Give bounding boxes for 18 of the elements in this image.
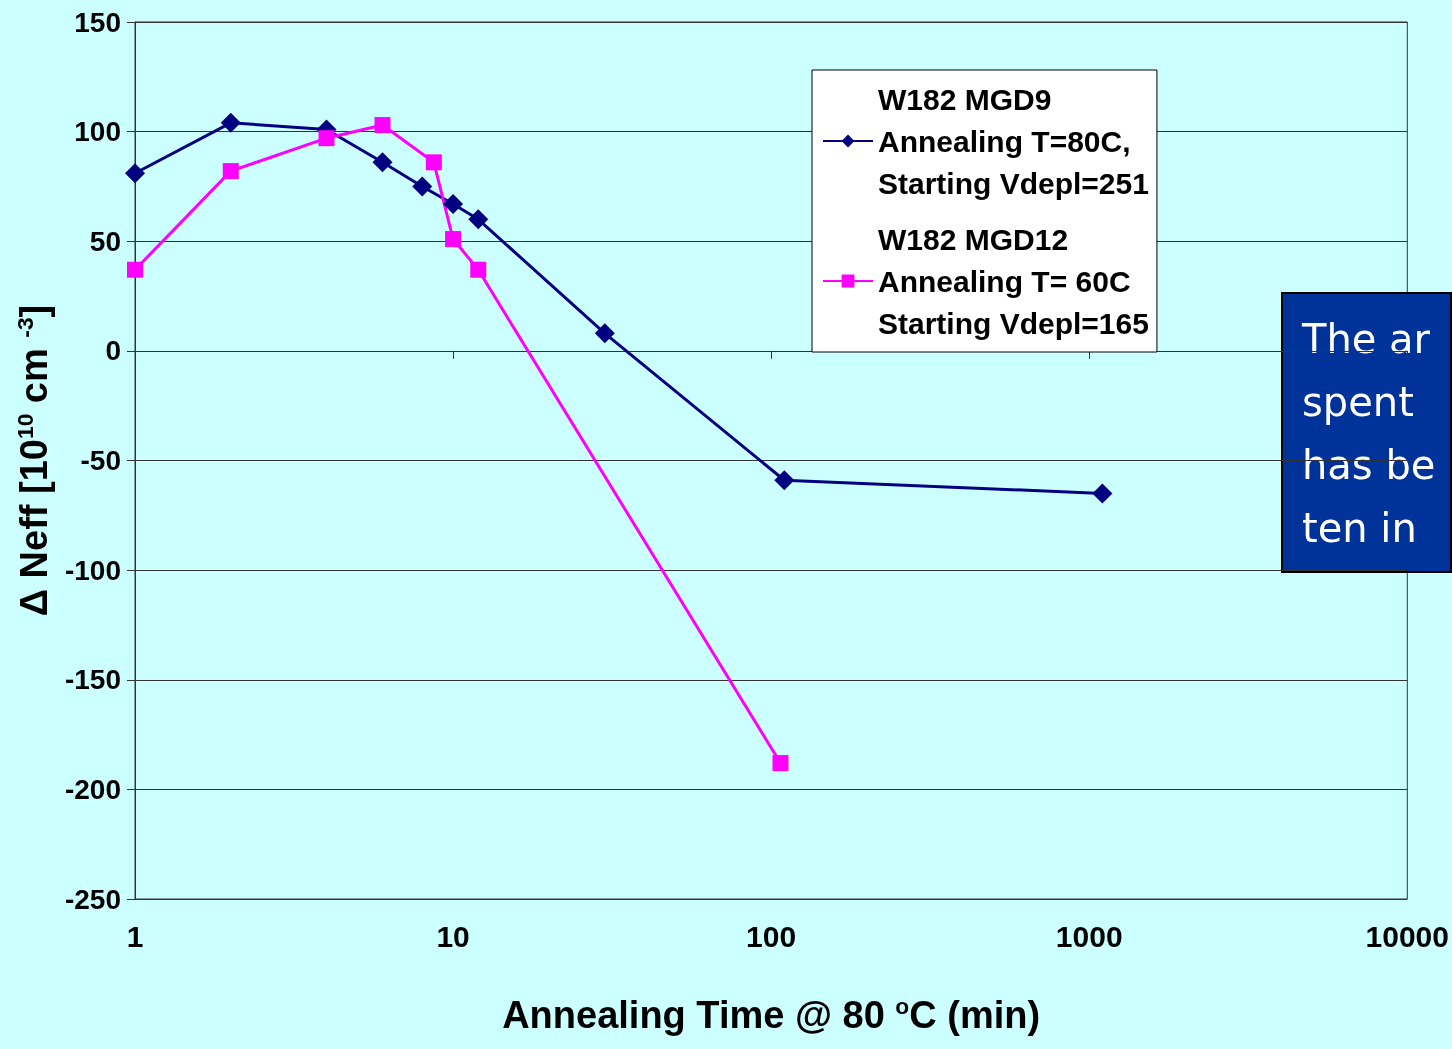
x-tick-label: 1	[126, 919, 144, 953]
y-tick-label: -250	[64, 883, 121, 915]
y-tick-label: -200	[64, 773, 121, 805]
y-tick-label: -150	[64, 664, 121, 696]
x-tick-label: 1000	[1055, 919, 1123, 953]
x-tick-label: 100	[746, 919, 797, 953]
y-tick-label: 150	[74, 6, 121, 38]
y-tick-label: -50	[80, 445, 121, 476]
annotation: The ar spent has be ten in	[1301, 315, 1436, 551]
x-tick-label: 10	[436, 919, 470, 953]
x-tick-label: 10000	[1365, 919, 1450, 953]
y-tick-label: 50	[89, 225, 121, 257]
y-tick-label: 0	[105, 335, 121, 367]
y-axis-title: Δ Neff [1010 cm -3]	[11, 304, 55, 617]
y-tick-label: -100	[64, 554, 121, 586]
y-tick-label: 100	[74, 116, 121, 148]
legend-label: W182 MGD9 Annealing T=80C, Starting Vdepl=251	[878, 82, 1149, 200]
legend-label: W182 MGD12 Annealing T= 60C Starting Vdepl=165	[878, 222, 1149, 340]
